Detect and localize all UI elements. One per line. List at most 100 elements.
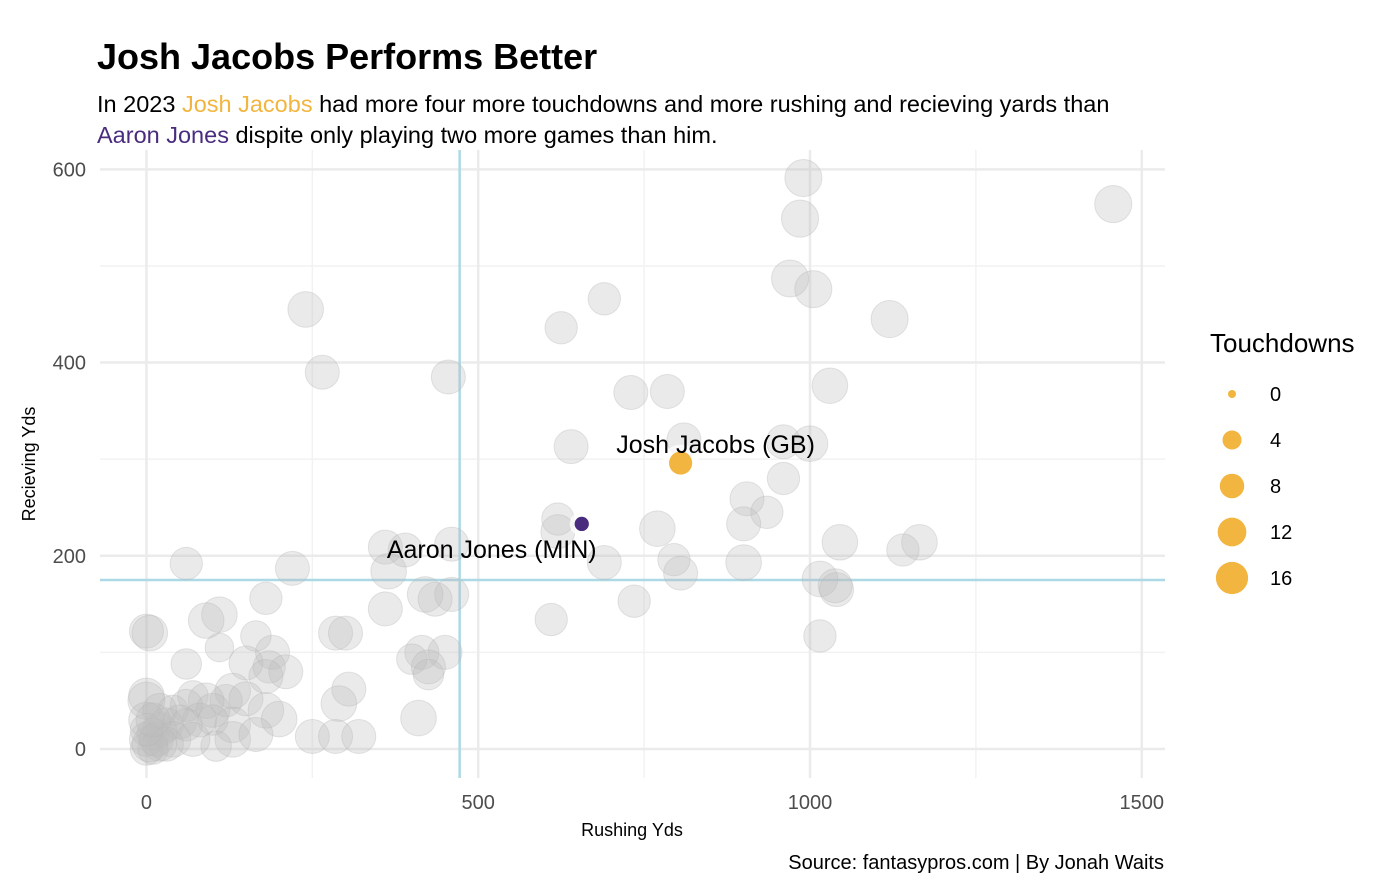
data-point [214,721,252,758]
data-point [131,614,169,652]
data-point [294,718,330,754]
legend-label: 8 [1270,476,1281,498]
data-point [169,546,203,581]
data-point [274,550,310,586]
data-point [821,523,859,561]
data-point [901,523,938,561]
data-point [255,634,291,670]
data-point [886,533,920,567]
data-point [136,717,170,752]
source-caption: Source: fantasypros.com | By Jonah Waits [788,852,1164,874]
data-point [214,672,252,710]
points-layer [127,158,1133,766]
data-point [318,718,354,754]
chart-subtitle: In 2023 Josh Jacobs had more four more t… [97,89,1177,151]
data-point [811,367,849,405]
data-point [434,576,470,612]
data-point [613,374,649,411]
data-point [129,732,164,766]
data-point [169,708,203,742]
data-point [228,681,264,717]
legend-swatch [1215,561,1249,595]
data-point [182,702,218,738]
data-point [404,634,440,670]
legend-swatch [1217,517,1247,547]
subtitle-player-aaron-jones: Aaron Jones [97,122,229,148]
data-point [331,671,367,707]
data-point [725,544,762,581]
data-point [657,542,691,577]
highlight-point [574,516,589,532]
data-point [318,615,354,651]
data-point [819,572,855,608]
data-point [128,721,164,757]
legend-label: 16 [1270,568,1292,590]
data-point [766,461,801,496]
subtitle-player-josh-jacobs: Josh Jacobs [181,91,313,117]
legend-label: 4 [1270,430,1281,452]
data-point [367,529,403,565]
data-point [587,282,621,316]
legend-title: Touchdowns [1210,328,1355,358]
data-point [142,692,178,728]
data-point [320,685,358,722]
legend-label: 0 [1270,384,1281,406]
data-point [370,552,407,590]
reference-lines [100,150,1165,778]
data-point [137,733,169,765]
x-tick-label: 1000 [788,792,833,814]
data-point [430,359,466,395]
data-point [148,707,184,743]
data-point [175,721,211,757]
grid-layer [100,150,1165,778]
data-point [870,300,909,339]
data-point [248,659,284,695]
y-tick-label: 200 [53,546,86,568]
data-point [341,718,377,754]
data-point [200,730,232,762]
data-point [197,704,229,736]
data-point [209,684,243,718]
data-point [135,702,171,738]
subtitle-text-2: had more four more touchdowns and more r… [312,91,1110,117]
data-point [750,495,784,529]
data-point [142,726,178,762]
data-point [434,526,470,562]
data-point [817,568,853,604]
y-axis-label: Recieving Yds [19,407,39,522]
x-tick-label: 500 [462,792,495,814]
axis-layer: 0 500 1000 1500 0 200 400 600 [53,159,1164,814]
x-tick-label: 0 [141,792,152,814]
data-point [729,481,765,517]
data-point [252,650,286,684]
data-point [791,425,829,463]
data-point [1094,185,1133,224]
data-point [195,692,231,728]
data-point [187,682,225,720]
data-point [131,725,169,763]
data-point [154,721,192,758]
data-point [586,545,622,581]
data-point [148,726,184,762]
data-point [410,649,446,685]
data-point [328,615,364,651]
data-point [765,424,801,460]
data-point [801,560,839,598]
legend-swatch [1228,390,1236,398]
data-point [162,704,198,740]
highlight-point [669,451,693,475]
data-point [142,712,178,748]
data-point [387,532,423,568]
legend-swatch [1222,430,1242,450]
x-tick-label: 1500 [1120,792,1165,814]
data-point [170,648,203,680]
data-point [128,701,165,739]
chart-title: Josh Jacobs Performs Better [97,36,598,77]
data-point [177,680,209,712]
data-point [268,654,304,690]
data-point [406,576,444,613]
data-point [771,259,810,298]
data-point [412,658,445,691]
data-point [417,581,453,617]
